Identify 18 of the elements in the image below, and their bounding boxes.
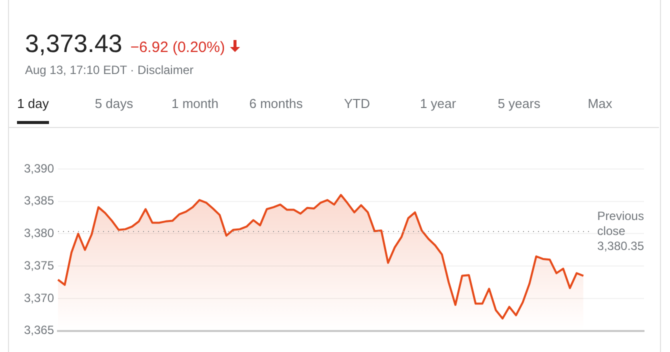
y-tick-label: 3,385 bbox=[24, 194, 54, 208]
text: 6 months bbox=[249, 96, 303, 113]
text: Aug 13, 17:10 EDT · Disclaimer bbox=[25, 63, 194, 77]
y-tick-label: 3,365 bbox=[24, 323, 54, 338]
y-tick-label: 3,380 bbox=[24, 226, 54, 240]
chart-title: 3,373.43 bbox=[25, 30, 122, 58]
text: Max bbox=[588, 96, 612, 113]
text: 1 day bbox=[17, 96, 49, 124]
ref-line-label: Previous close 3,380.35 bbox=[597, 208, 644, 253]
y-tick-label: 3,370 bbox=[24, 290, 54, 305]
text: 1 month bbox=[172, 96, 218, 113]
y-tick-label: 3,375 bbox=[24, 258, 54, 272]
text: YTD bbox=[344, 96, 370, 113]
chart-subtitle: −6.92 (0.20%) bbox=[130, 39, 225, 56]
text: 1 year bbox=[420, 96, 456, 113]
y-tick-label: 3,390 bbox=[24, 161, 54, 176]
text: 5 days bbox=[94, 96, 134, 113]
text: 5 years bbox=[498, 96, 540, 113]
